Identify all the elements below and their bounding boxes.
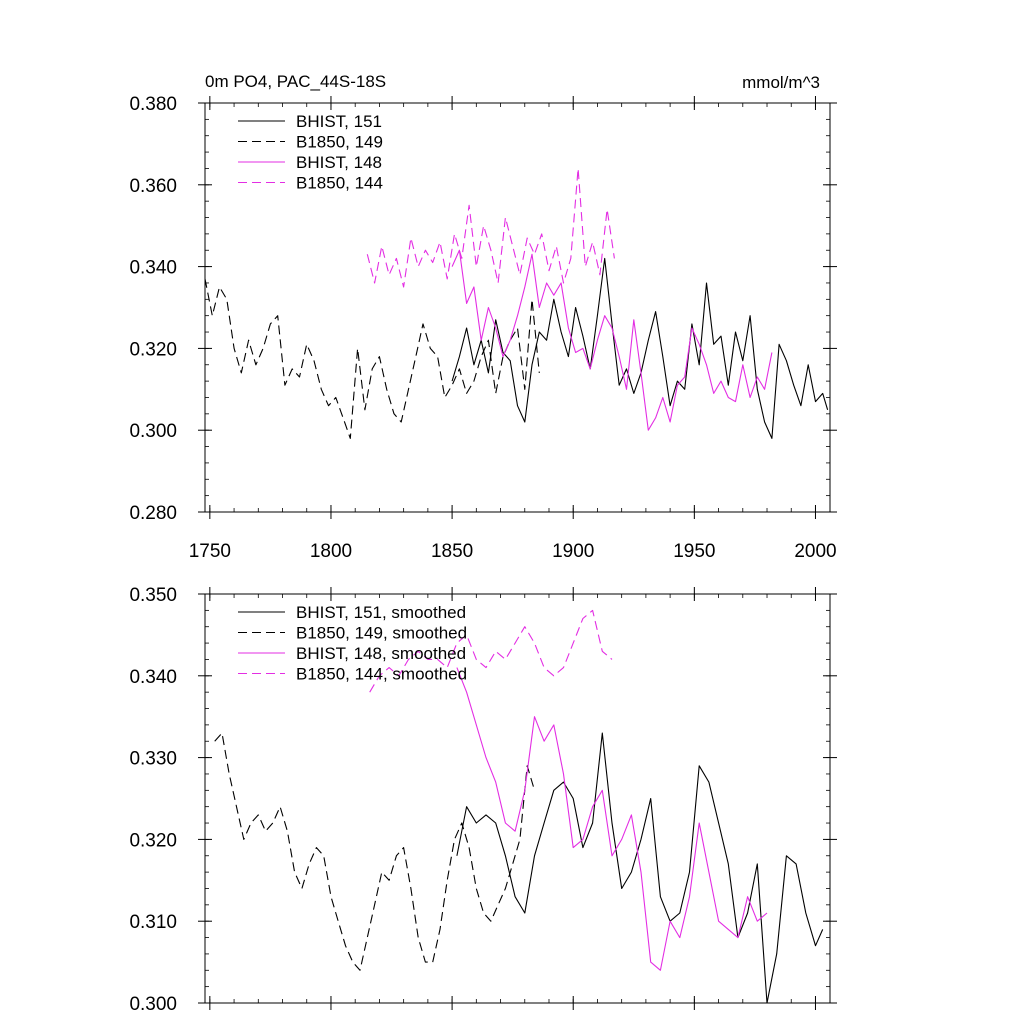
legend-label-3: BHIST, 148 [296, 153, 382, 172]
y-tick-label: 0.340 [129, 258, 177, 279]
legend: BHIST, 151, smoothed B1850, 149, smoothed… [238, 603, 467, 684]
chart-panel-1: 0.280 0.300 0.320 0.340 0.360 0.380 1750 1800 18… [129, 72, 837, 562]
series-line-2-4 [369, 609, 613, 693]
series-line-2-1 [456, 732, 824, 1003]
legend-label-2: B1850, 149 [296, 133, 383, 152]
series-line-1-3 [451, 249, 773, 431]
y-tick-label: 0.360 [129, 176, 177, 197]
legend-label-2: B1850, 149, smoothed [296, 624, 467, 643]
x-tick-label: 1950 [673, 541, 715, 562]
plot-frame [204, 593, 831, 1004]
y-tick-label: 0.280 [129, 503, 177, 524]
x-tick-label: 1800 [310, 541, 352, 562]
x-tick-label: 1850 [431, 541, 473, 562]
y-tick-label: 0.380 [129, 94, 177, 115]
series-line-2-3 [456, 667, 768, 971]
series-line-2-2 [214, 732, 536, 971]
x-tick-label: 1900 [552, 541, 594, 562]
y-tick-label: 0.330 [129, 749, 177, 770]
legend-label-3: BHIST, 148, smoothed [296, 644, 466, 663]
x-tick-label: 2000 [794, 541, 836, 562]
legend-label-4: B1850, 144 [296, 174, 383, 193]
chart-panel-2: 0.300 0.310 0.320 0.330 0.340 0.350 BHIST, 151… [129, 585, 837, 1015]
y-tick-label: 0.320 [129, 830, 177, 851]
chart-title: 0m PO4, PAC_44S-18S [205, 72, 386, 91]
series-line-1-4 [366, 167, 615, 288]
y-tick-label: 0.300 [129, 994, 177, 1015]
plot-frame [204, 102, 831, 513]
legend-label-1: BHIST, 151, smoothed [296, 603, 466, 622]
legend-label-1: BHIST, 151 [296, 112, 382, 131]
x-tick-label: 1750 [189, 541, 231, 562]
series-line-1-2 [205, 278, 540, 439]
plot-area [214, 609, 824, 1003]
y-tick-label: 0.350 [129, 585, 177, 606]
y-tick-label: 0.340 [129, 667, 177, 688]
plot-area [205, 167, 829, 439]
chart-units: mmol/m^3 [742, 73, 820, 92]
y-tick-label: 0.320 [129, 339, 177, 360]
legend-label-4: B1850, 144, smoothed [296, 665, 467, 684]
y-tick-label: 0.300 [129, 421, 177, 442]
y-tick-label: 0.310 [129, 912, 177, 933]
